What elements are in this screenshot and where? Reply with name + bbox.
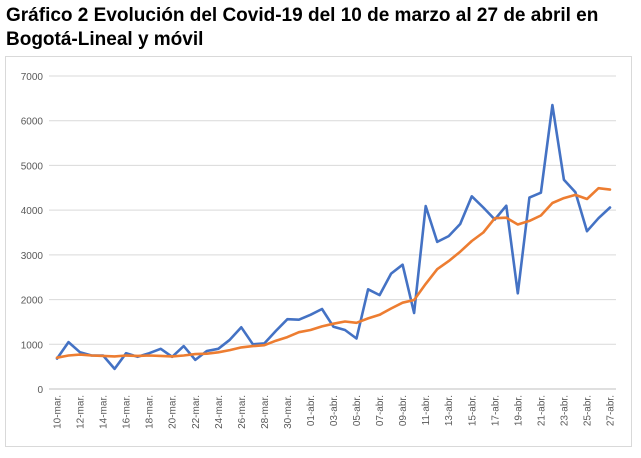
x-tick-label: 16-mar. bbox=[122, 395, 133, 429]
y-tick-label: 2000 bbox=[21, 296, 44, 307]
x-tick-label: 14-mar. bbox=[99, 395, 110, 429]
x-tick-label: 24-mar. bbox=[214, 395, 225, 429]
x-tick-label: 20-mar. bbox=[168, 395, 179, 429]
series-line-1 bbox=[55, 103, 612, 371]
y-tick-label: 3000 bbox=[21, 251, 44, 262]
y-tick-label: 0 bbox=[37, 385, 43, 396]
x-tick-label: 23-abr. bbox=[559, 395, 570, 426]
x-tick-label: 09-abr. bbox=[398, 395, 409, 426]
x-tick-label: 01-abr. bbox=[306, 395, 317, 426]
x-tick-label: 28-mar. bbox=[260, 395, 271, 429]
x-tick-label: 26-mar. bbox=[237, 395, 248, 429]
gridlines bbox=[49, 75, 616, 390]
x-tick-label: 05-abr. bbox=[352, 395, 363, 426]
x-tick-label: 30-mar. bbox=[283, 395, 294, 429]
y-tick-label: 1000 bbox=[21, 340, 44, 351]
x-tick-label: 21-abr. bbox=[536, 395, 547, 426]
y-tick-label: 6000 bbox=[21, 117, 44, 128]
x-tick-label: 13-abr. bbox=[444, 395, 455, 426]
x-tick-label: 12-mar. bbox=[76, 395, 87, 429]
series-line-2 bbox=[55, 186, 612, 360]
y-tick-label: 7000 bbox=[21, 72, 44, 83]
y-tick-label: 5000 bbox=[21, 161, 44, 172]
x-tick-label: 22-mar. bbox=[191, 395, 202, 429]
y-tick-label: 4000 bbox=[21, 206, 44, 217]
x-tick-label: 10-mar. bbox=[53, 395, 64, 429]
x-tick-label: 11-abr. bbox=[421, 395, 432, 425]
x-tick-label: 27-abr. bbox=[606, 395, 617, 426]
x-tick-label: 25-abr. bbox=[582, 395, 593, 426]
x-tick-label: 19-abr. bbox=[513, 395, 524, 426]
x-tick-label: 18-mar. bbox=[145, 395, 156, 429]
x-tick-label: 17-abr. bbox=[490, 395, 501, 426]
x-tick-label: 15-abr. bbox=[467, 395, 478, 426]
chart-title: Gráfico 2 Evolución del Covid-19 del 10 … bbox=[6, 5, 599, 50]
y-axis-ticks: 0 1000 2000 3000 4000 5000 6000 7000 bbox=[21, 72, 44, 396]
x-tick-label: 07-abr. bbox=[375, 395, 386, 426]
chart-area bbox=[5, 56, 632, 447]
series-lines bbox=[55, 103, 612, 371]
x-tick-label: 03-abr. bbox=[329, 395, 340, 426]
x-axis-ticks: 10-mar. 12-mar. 14-mar. 16-mar. 18-mar. 20-ma… bbox=[53, 395, 617, 429]
